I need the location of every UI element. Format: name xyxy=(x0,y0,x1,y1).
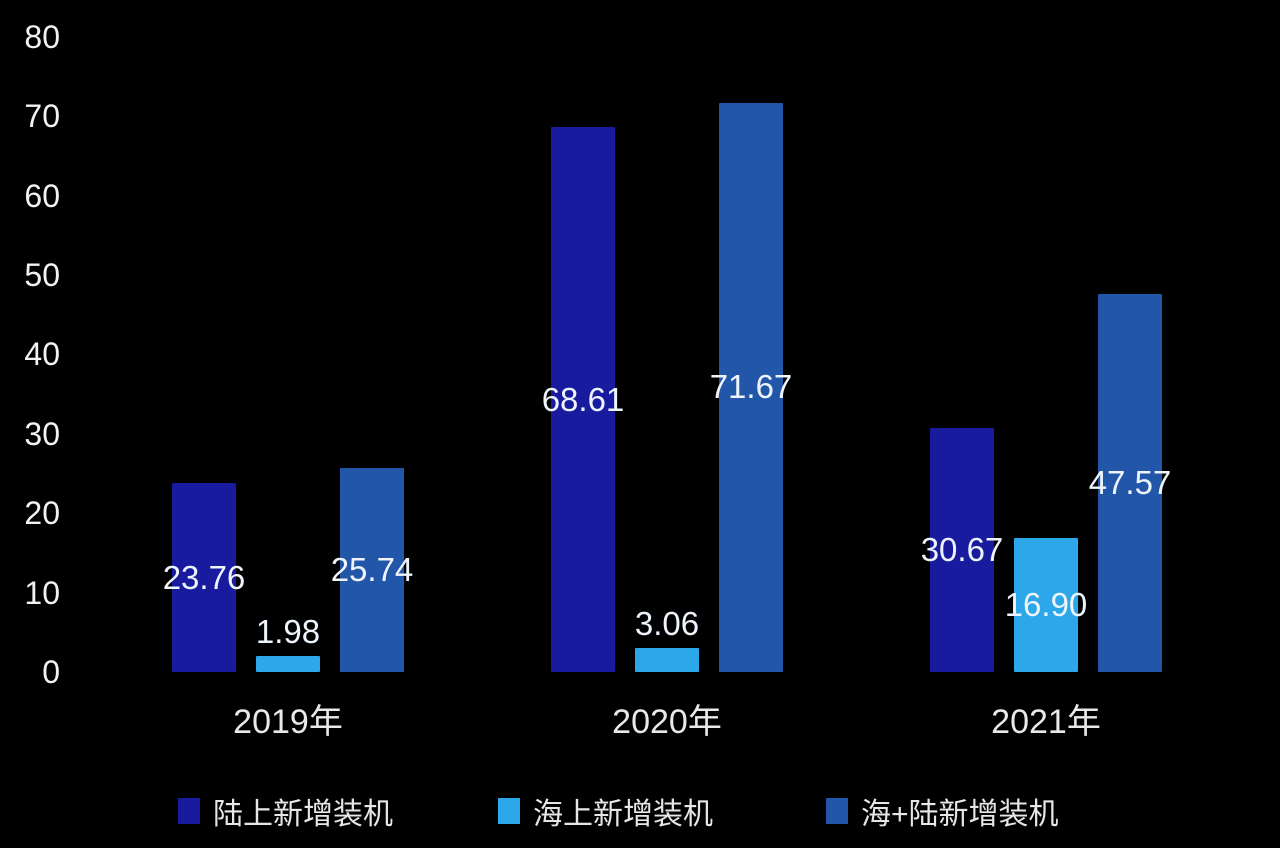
bar-海+陆新增装机-2021年 xyxy=(1098,294,1162,672)
y-tick-label-30: 30 xyxy=(24,415,60,452)
y-tick-label-20: 20 xyxy=(24,495,60,532)
legend-swatch-icon xyxy=(178,798,200,824)
data-label-海+陆新增装机-2019年: 25.74 xyxy=(330,550,414,588)
bar-海上新增装机-2021年 xyxy=(1014,537,1078,672)
bar-海上新增装机-2020年 xyxy=(635,647,699,672)
legend-label: 海+陆新增装机 xyxy=(861,798,1059,831)
x-category-label-2021年: 2021年 xyxy=(991,703,1101,741)
bar-陆上新增装机-2021年 xyxy=(930,428,994,672)
y-tick-label-0: 0 xyxy=(42,654,60,690)
legend-swatch-icon xyxy=(826,798,848,824)
legend-item-海+陆新增装机: 海+陆新增装机 xyxy=(826,793,1059,831)
legend-label: 海上新增装机 xyxy=(533,798,713,831)
y-tick-label-60: 60 xyxy=(24,177,60,214)
data-label-海+陆新增装机-2020年: 71.67 xyxy=(709,368,793,406)
bar-海上新增装机-2019年 xyxy=(256,656,320,672)
bar-海+陆新增装机-2019年 xyxy=(340,467,404,672)
data-label-海上新增装机-2019年: 1.98 xyxy=(255,613,321,651)
data-label-陆上新增装机-2020年: 68.61 xyxy=(541,380,625,418)
data-label-海+陆新增装机-2021年: 47.57 xyxy=(1088,464,1172,502)
legend-item-海上新增装机: 海上新增装机 xyxy=(498,793,713,831)
data-label-陆上新增装机-2021年: 30.67 xyxy=(920,531,1004,569)
legend-swatch-icon xyxy=(498,798,520,824)
data-label-陆上新增装机-2019年: 23.76 xyxy=(162,558,246,596)
y-tick-label-80: 80 xyxy=(24,18,60,55)
x-category-label-2019年: 2019年 xyxy=(233,703,343,741)
bar-陆上新增装机-2019年 xyxy=(172,483,236,672)
bar-陆上新增装机-2020年 xyxy=(551,127,615,672)
x-category-label-2020年: 2020年 xyxy=(612,703,722,741)
y-tick-label-10: 10 xyxy=(24,574,60,611)
y-tick-label-70: 70 xyxy=(24,98,60,135)
legend-label: 陆上新增装机 xyxy=(213,798,393,831)
legend-item-陆上新增装机: 陆上新增装机 xyxy=(178,793,393,831)
data-label-海上新增装机-2021年: 16.90 xyxy=(1004,585,1088,623)
y-tick-label-50: 50 xyxy=(24,257,60,293)
data-label-海上新增装机-2020年: 3.06 xyxy=(634,604,700,642)
bar-海+陆新增装机-2020年 xyxy=(719,102,783,672)
y-tick-label-40: 40 xyxy=(24,336,60,373)
